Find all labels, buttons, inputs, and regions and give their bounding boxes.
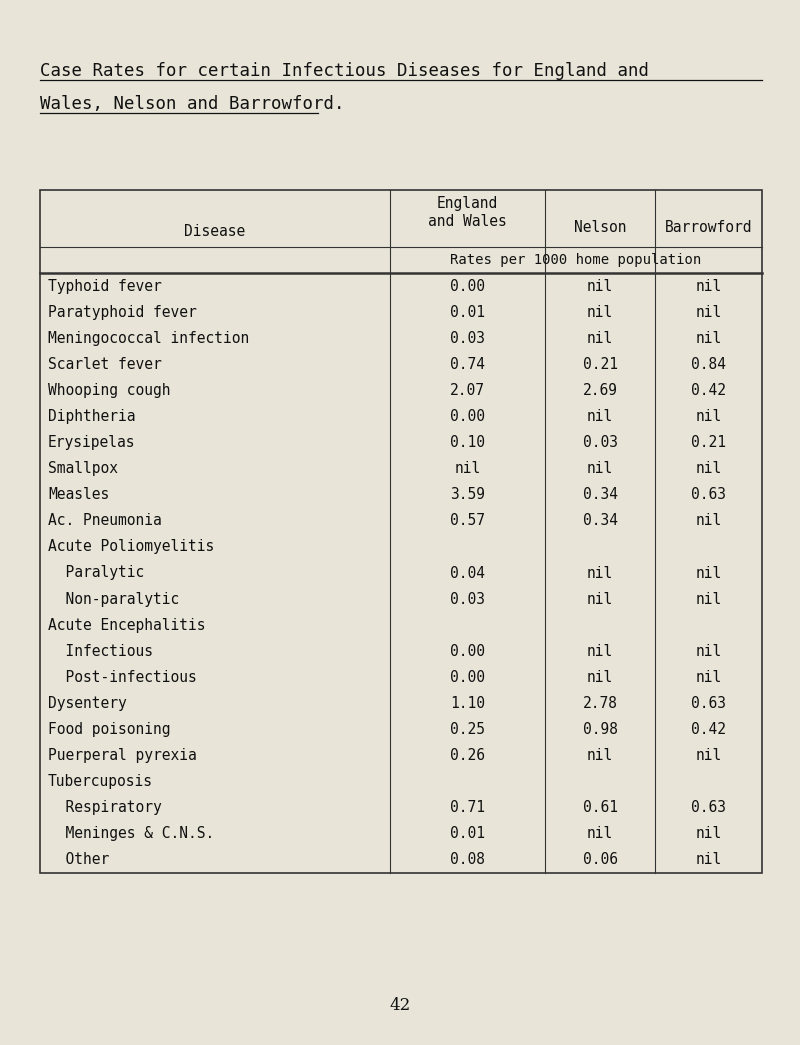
Text: 0.63: 0.63 xyxy=(691,800,726,815)
Text: 0.63: 0.63 xyxy=(691,696,726,711)
Text: nil: nil xyxy=(587,591,613,606)
Text: Tubercuposis: Tubercuposis xyxy=(48,774,153,789)
Text: 42: 42 xyxy=(390,997,410,1014)
Text: nil: nil xyxy=(587,461,613,477)
Text: Diphtheria: Diphtheria xyxy=(48,409,135,424)
Text: nil: nil xyxy=(695,279,722,294)
Text: 0.06: 0.06 xyxy=(582,853,618,867)
Text: nil: nil xyxy=(695,670,722,684)
Text: Ac. Pneumonia: Ac. Pneumonia xyxy=(48,513,162,529)
Text: 0.84: 0.84 xyxy=(691,356,726,372)
Text: nil: nil xyxy=(695,565,722,581)
Text: nil: nil xyxy=(454,461,481,477)
Text: Nelson: Nelson xyxy=(574,220,626,235)
Text: nil: nil xyxy=(695,853,722,867)
Text: 0.00: 0.00 xyxy=(450,409,485,424)
Text: 0.00: 0.00 xyxy=(450,279,485,294)
Text: 0.03: 0.03 xyxy=(582,435,618,450)
Text: Scarlet fever: Scarlet fever xyxy=(48,356,162,372)
Text: Puerperal pyrexia: Puerperal pyrexia xyxy=(48,748,197,763)
Text: 2.07: 2.07 xyxy=(450,382,485,398)
Text: nil: nil xyxy=(587,827,613,841)
Text: Wales, Nelson and Barrowford.: Wales, Nelson and Barrowford. xyxy=(40,95,345,113)
Text: Acute Encephalitis: Acute Encephalitis xyxy=(48,618,206,632)
Text: 0.34: 0.34 xyxy=(582,513,618,529)
Text: Case Rates for certain Infectious Diseases for England and: Case Rates for certain Infectious Diseas… xyxy=(40,62,649,80)
Text: 0.98: 0.98 xyxy=(582,722,618,737)
Text: nil: nil xyxy=(695,461,722,477)
Text: Rates per 1000 home population: Rates per 1000 home population xyxy=(450,253,702,268)
Text: nil: nil xyxy=(587,670,613,684)
Text: nil: nil xyxy=(587,644,613,658)
Text: nil: nil xyxy=(695,644,722,658)
Text: 2.69: 2.69 xyxy=(582,382,618,398)
Text: nil: nil xyxy=(695,827,722,841)
Text: nil: nil xyxy=(587,305,613,320)
Text: nil: nil xyxy=(695,305,722,320)
Text: 0.34: 0.34 xyxy=(582,487,618,503)
Text: nil: nil xyxy=(695,591,722,606)
Text: Respiratory: Respiratory xyxy=(48,800,162,815)
Text: 0.01: 0.01 xyxy=(450,305,485,320)
Text: Typhoid fever: Typhoid fever xyxy=(48,279,162,294)
Text: Other: Other xyxy=(48,853,110,867)
Text: Dysentery: Dysentery xyxy=(48,696,126,711)
Text: Erysipelas: Erysipelas xyxy=(48,435,135,450)
Text: and Wales: and Wales xyxy=(428,214,507,229)
Text: nil: nil xyxy=(695,748,722,763)
Text: 0.71: 0.71 xyxy=(450,800,485,815)
Text: 0.74: 0.74 xyxy=(450,356,485,372)
Text: nil: nil xyxy=(695,330,722,346)
Text: Acute Poliomyelitis: Acute Poliomyelitis xyxy=(48,539,214,555)
Text: 0.25: 0.25 xyxy=(450,722,485,737)
Text: nil: nil xyxy=(587,330,613,346)
Text: Whooping cough: Whooping cough xyxy=(48,382,170,398)
Text: Meninges & C.N.S.: Meninges & C.N.S. xyxy=(48,827,214,841)
Text: 0.26: 0.26 xyxy=(450,748,485,763)
Text: nil: nil xyxy=(587,409,613,424)
Text: Disease: Disease xyxy=(184,224,246,239)
Text: 0.42: 0.42 xyxy=(691,722,726,737)
Text: Barrowford: Barrowford xyxy=(665,220,752,235)
Text: 0.03: 0.03 xyxy=(450,330,485,346)
Text: 0.21: 0.21 xyxy=(691,435,726,450)
Text: nil: nil xyxy=(587,279,613,294)
Text: 0.08: 0.08 xyxy=(450,853,485,867)
Text: Paratyphoid fever: Paratyphoid fever xyxy=(48,305,197,320)
Text: 0.04: 0.04 xyxy=(450,565,485,581)
Text: 0.42: 0.42 xyxy=(691,382,726,398)
Text: 0.21: 0.21 xyxy=(582,356,618,372)
Text: Meningococcal infection: Meningococcal infection xyxy=(48,330,250,346)
Text: 0.01: 0.01 xyxy=(450,827,485,841)
Text: 0.03: 0.03 xyxy=(450,591,485,606)
Text: 1.10: 1.10 xyxy=(450,696,485,711)
Text: 2.78: 2.78 xyxy=(582,696,618,711)
Text: 3.59: 3.59 xyxy=(450,487,485,503)
Text: nil: nil xyxy=(695,409,722,424)
Text: 0.00: 0.00 xyxy=(450,644,485,658)
Text: nil: nil xyxy=(587,748,613,763)
Text: Measles: Measles xyxy=(48,487,110,503)
Text: Paralytic: Paralytic xyxy=(48,565,144,581)
Text: Post-infectious: Post-infectious xyxy=(48,670,197,684)
Text: 0.63: 0.63 xyxy=(691,487,726,503)
Text: 0.61: 0.61 xyxy=(582,800,618,815)
Text: nil: nil xyxy=(587,565,613,581)
Text: 0.10: 0.10 xyxy=(450,435,485,450)
Text: 0.57: 0.57 xyxy=(450,513,485,529)
Text: Non-paralytic: Non-paralytic xyxy=(48,591,179,606)
Text: Infectious: Infectious xyxy=(48,644,153,658)
Text: England: England xyxy=(437,196,498,211)
Bar xyxy=(40,190,762,873)
Text: nil: nil xyxy=(695,513,722,529)
Text: Smallpox: Smallpox xyxy=(48,461,118,477)
Text: 0.00: 0.00 xyxy=(450,670,485,684)
Text: Food poisoning: Food poisoning xyxy=(48,722,170,737)
